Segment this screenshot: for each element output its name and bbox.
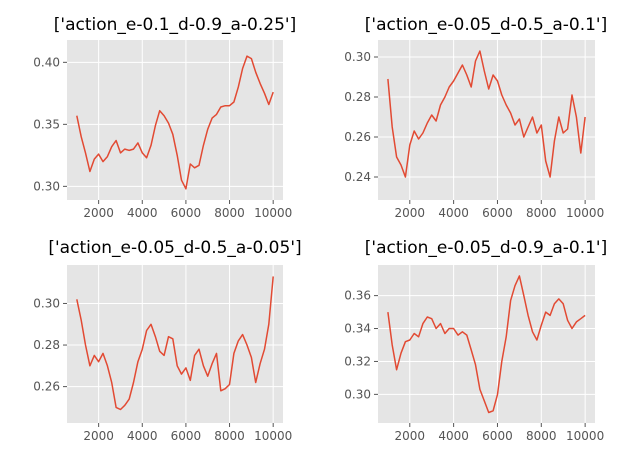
subplot-1-y-tick-label: 0.35 (33, 117, 60, 131)
subplot-1-plot-area (67, 40, 283, 200)
subplot-1-x-tick-label: 8000 (214, 206, 245, 220)
subplot-2-plot-area (378, 40, 595, 200)
subplot-4-y-tick-label: 0.36 (344, 289, 371, 303)
subplot-4-x-tick-label: 10000 (566, 429, 604, 443)
subplot-2-y-tick-label: 0.24 (344, 170, 371, 184)
subplot-4-y-tick-label: 0.32 (344, 354, 371, 368)
subplot-2-x-tick-label: 6000 (482, 206, 513, 220)
subplot-1: ['action_e-0.1_d-0.9_a-0.25'] 2000 4000 60… (33, 15, 296, 220)
subplot-2-y-tick-label: 0.26 (344, 130, 371, 144)
subplot-4-plot-area (378, 265, 595, 423)
subplot-1-x-tick-label: 10000 (254, 206, 292, 220)
subplot-1-y-tick-label: 0.40 (33, 55, 60, 69)
subplot-3-x-tick-label: 8000 (214, 429, 245, 443)
subplot-1-x-tick-label: 6000 (171, 206, 202, 220)
subplot-2-x-tick-label: 2000 (395, 206, 426, 220)
subplot-2-series-line (387, 50, 586, 178)
subplot-4-x-tick-label: 4000 (438, 429, 469, 443)
subplot-2-y-tick-label: 0.30 (344, 50, 371, 64)
subplot-2-title: ['action_e-0.05_d-0.5_a-0.1'] (365, 15, 607, 35)
subplot-3-y-tick-label: 0.28 (33, 338, 60, 352)
subplot-4-x-tick-label: 8000 (526, 429, 557, 443)
subplot-4-title: ['action_e-0.05_d-0.9_a-0.1'] (365, 238, 607, 258)
subplot-2-x-tick-label: 10000 (566, 206, 604, 220)
subplot-2-x-tick-label: 8000 (526, 206, 557, 220)
subplot-2: ['action_e-0.05_d-0.5_a-0.1'] 2000 4000 60… (344, 15, 607, 220)
subplot-4-series-line (387, 275, 586, 414)
subplot-3-series-line (76, 276, 274, 411)
subplot-4-x-tick-label: 6000 (482, 429, 513, 443)
subplot-3-x-tick-label: 6000 (171, 429, 202, 443)
subplot-4-y-tick-label: 0.30 (344, 387, 371, 401)
subplot-3: ['action_e-0.05_d-0.5_a-0.05'] 2000 4000 6… (33, 238, 301, 443)
subplot-3-title: ['action_e-0.05_d-0.5_a-0.05'] (48, 238, 301, 258)
subplot-1-x-tick-label: 2000 (83, 206, 114, 220)
subplot-2-x-tick-label: 4000 (438, 206, 469, 220)
subplot-1-series-line (76, 55, 274, 190)
subplot-1-y-tick-label: 0.30 (33, 179, 60, 193)
subplot-3-y-tick-label: 0.26 (33, 380, 60, 394)
subplot-3-y-tick-label: 0.30 (33, 296, 60, 310)
subplot-4-x-tick-label: 2000 (395, 429, 426, 443)
subplot-4-y-tick-label: 0.34 (344, 322, 371, 336)
subplot-3-x-tick-label: 10000 (254, 429, 292, 443)
subplot-3-x-tick-label: 4000 (127, 429, 158, 443)
subplot-1-title: ['action_e-0.1_d-0.9_a-0.25'] (54, 15, 296, 35)
subplot-3-x-tick-label: 2000 (83, 429, 114, 443)
subplot-3-plot-area (67, 265, 283, 423)
subplot-2-y-tick-label: 0.28 (344, 90, 371, 104)
subplot-1-x-tick-label: 4000 (127, 206, 158, 220)
subplot-4: ['action_e-0.05_d-0.9_a-0.1'] 2000 4000 60… (344, 238, 607, 443)
